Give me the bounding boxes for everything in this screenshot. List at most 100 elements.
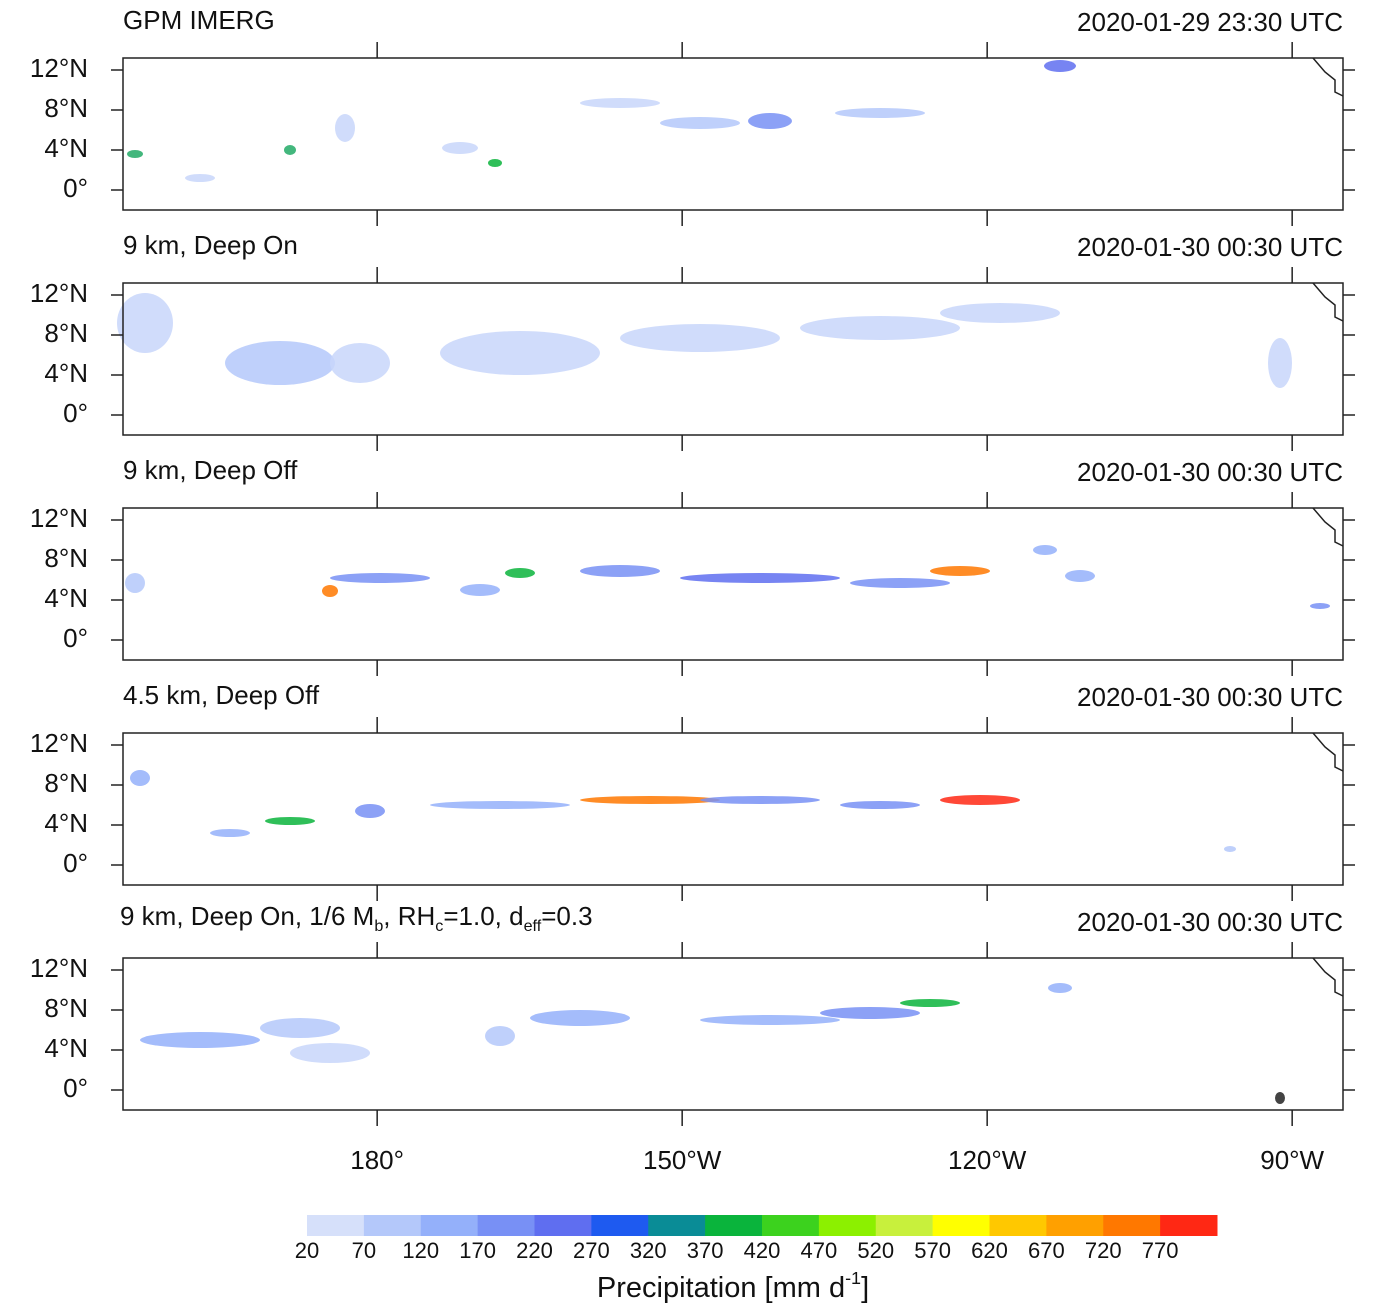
lat-tick-label: 12°N [30,953,88,983]
colorbar-label: 70 [352,1238,376,1263]
precip-area [1275,1092,1285,1104]
colorbar-box [648,1215,705,1236]
precip-area [700,1015,840,1025]
colorbar-label: 470 [801,1238,838,1263]
lat-tick-label: 12°N [30,728,88,758]
lon-tick-label: 150°W [643,1145,722,1175]
colorbar-label: 770 [1142,1238,1179,1263]
precip-area [835,108,925,118]
coastline [1313,958,1343,996]
lat-tick-label: 0° [63,398,88,428]
colorbar-label: 570 [914,1238,951,1263]
precip-area [260,1018,340,1038]
precip-area [460,584,500,596]
lon-tick-label: 90°W [1260,1145,1324,1175]
precip-area [225,341,335,385]
colorbar-label: 620 [971,1238,1008,1263]
precip-area [680,573,840,583]
panel-title: 9 km, Deep On [123,230,298,260]
precip-area [1033,545,1057,555]
colorbar-label: 420 [744,1238,781,1263]
panel-time: 2020-01-30 00:30 UTC [1077,682,1343,712]
superscript: -1 [845,1268,861,1288]
precip-area [125,573,145,593]
colorbar-label: 670 [1028,1238,1065,1263]
precip-area [940,303,1060,323]
figure: GPM IMERG2020-01-29 23:30 UTC12°N8°N4°N0… [0,0,1376,1306]
lat-tick-label: 8°N [44,768,88,798]
text-run: , RH [383,901,435,931]
colorbar-label: 270 [573,1238,610,1263]
coastline [1313,508,1343,546]
colorbar-box [762,1215,819,1236]
precip-area [620,324,780,352]
colorbar-label: 120 [402,1238,439,1263]
lat-tick-label: 4°N [44,808,88,838]
coastline [1313,283,1343,321]
lat-tick-label: 0° [63,848,88,878]
colorbar-box [876,1215,933,1236]
panel-title: 4.5 km, Deep Off [123,680,320,710]
precip-area [130,770,150,786]
text-run: Precipitation [mm d [597,1272,845,1304]
colorbar-box [421,1215,478,1236]
precip-area [440,331,600,375]
colorbar-box [591,1215,648,1236]
colorbar-box [1046,1215,1103,1236]
precip-area [1044,60,1076,72]
coastline [1313,58,1343,96]
colorbar-box [705,1215,762,1236]
colorbar-title: Precipitation [mm d-1] [597,1268,869,1304]
precip-area [748,113,792,129]
panel-time: 2020-01-30 00:30 UTC [1077,907,1343,937]
colorbar-box [478,1215,535,1236]
lat-tick-label: 4°N [44,358,88,388]
lat-tick-label: 8°N [44,318,88,348]
precip-area [800,316,960,340]
lon-tick-label: 180° [350,1145,404,1175]
colorbar-box [933,1215,990,1236]
colorbar-box [1160,1215,1217,1236]
colorbar-box [819,1215,876,1236]
lat-tick-label: 4°N [44,133,88,163]
colorbar-box [1103,1215,1160,1236]
map-frame [123,733,1343,885]
precip-area [1048,983,1072,993]
precip-area [505,568,535,578]
lat-tick-label: 4°N [44,583,88,613]
precip-area [900,999,960,1007]
precip-area [330,573,430,583]
panel-time: 2020-01-30 00:30 UTC [1077,232,1343,262]
precip-area [330,343,390,383]
precip-area [1065,570,1095,582]
text-run: ] [861,1272,869,1304]
precip-area [580,98,660,108]
precip-area [580,565,660,577]
precip-area [1224,846,1236,852]
colorbar-box [307,1215,364,1236]
precip-area [442,142,478,154]
colorbar-label: 20 [295,1238,319,1263]
lat-tick-label: 8°N [44,993,88,1023]
precip-area [1268,338,1292,388]
lat-tick-label: 12°N [30,53,88,83]
lat-tick-label: 12°N [30,503,88,533]
lat-tick-label: 4°N [44,1033,88,1063]
precip-area [660,117,740,129]
precip-area [840,801,920,809]
lat-tick-label: 0° [63,1073,88,1103]
text-run: =0.3 [541,901,592,931]
lat-tick-label: 8°N [44,93,88,123]
colorbar-label: 320 [630,1238,667,1263]
precip-area [530,1010,630,1026]
precip-area [117,293,173,353]
panel-title: 9 km, Deep On, 1/6 Mb, RHc=1.0, deff=0.3 [120,901,593,935]
subscript: b [374,917,383,935]
precip-area [820,1007,920,1019]
text-run: =1.0, d [443,901,523,931]
precip-area [1310,603,1330,609]
panel-time: 2020-01-30 00:30 UTC [1077,457,1343,487]
colorbar-label: 220 [516,1238,553,1263]
panel-title: 9 km, Deep Off [123,455,298,485]
colorbar-label: 370 [687,1238,724,1263]
